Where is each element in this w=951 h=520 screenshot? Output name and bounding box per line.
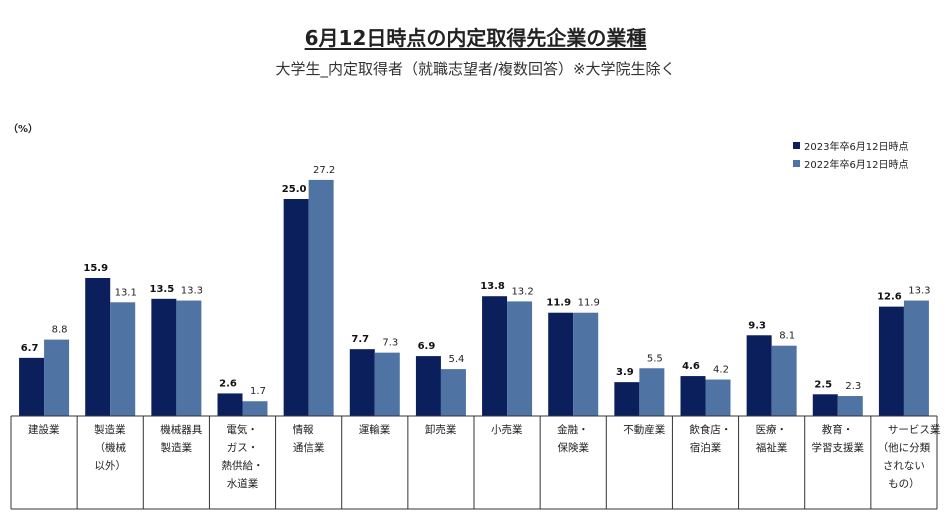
- legend: 2023年卒6月12日時点 2022年卒6月12日時点: [793, 136, 909, 172]
- category-label-8-0: 金融・: [557, 423, 589, 436]
- data-label-2023-6: 6.9: [418, 341, 436, 352]
- data-label-2023-12: 2.5: [814, 379, 832, 390]
- bar-2022-5: [374, 352, 400, 416]
- category-label-10-0: 飲食店・: [689, 423, 731, 436]
- bar-2022-12: [837, 396, 863, 416]
- category-label-3-0: 電気・: [226, 423, 258, 436]
- data-label-2022-1: 13.1: [115, 287, 137, 298]
- category-label-5-0: 運輸業: [359, 423, 391, 436]
- bar-2023-11: [746, 335, 772, 416]
- category-label-13-2: されない: [883, 460, 925, 472]
- category-label-7-0: 小売業: [491, 423, 523, 436]
- data-label-2022-3: 1.7: [250, 386, 266, 397]
- bar-2022-3: [242, 401, 268, 416]
- bar-2023-9: [614, 382, 640, 416]
- data-label-2023-2: 13.5: [150, 284, 175, 295]
- bar-2023-1: [85, 277, 111, 416]
- category-label-9-0: 不動産業: [623, 423, 665, 436]
- legend-swatch-2023: [793, 141, 800, 149]
- category-label-2-1: 製造業: [161, 441, 193, 454]
- category-label-11-0: 医療・: [756, 423, 788, 436]
- bar-2023-10: [680, 376, 706, 416]
- data-label-2022-4: 27.2: [313, 165, 335, 176]
- category-label-0-0: 建設業: [28, 423, 60, 436]
- data-label-2022-12: 2.3: [845, 381, 861, 392]
- category-label-4-1: 通信業: [293, 441, 325, 454]
- data-label-2022-0: 8.8: [52, 325, 68, 336]
- data-label-2023-3: 2.6: [219, 378, 237, 389]
- category-label-2-0: 機械器具: [160, 423, 202, 436]
- bar-2022-9: [639, 368, 665, 416]
- data-label-2023-8: 11.9: [546, 298, 571, 309]
- data-label-2022-7: 13.2: [511, 286, 533, 297]
- data-label-2022-6: 5.4: [448, 354, 464, 365]
- bar-2023-3: [217, 393, 243, 416]
- bar-2023-8: [548, 312, 574, 416]
- bar-2023-0: [19, 357, 45, 416]
- category-label-3-3: 水道業: [227, 477, 259, 490]
- data-label-2023-10: 4.6: [682, 361, 700, 372]
- data-label-2023-0: 6.7: [21, 343, 39, 354]
- data-label-2023-7: 13.8: [480, 281, 505, 292]
- legend-label-2023: 2023年卒6月12日時点: [804, 141, 909, 153]
- bar-2023-2: [151, 298, 177, 416]
- legend-item-2022: 2022年卒6月12日時点: [793, 154, 909, 172]
- data-label-2022-11: 8.1: [779, 331, 795, 342]
- bar-2023-5: [349, 349, 375, 416]
- data-label-2023-9: 3.9: [616, 367, 634, 378]
- chart-subtitle: 大学生_内定取得者（就職志望者/複数回答）※大学院生除く: [275, 60, 676, 78]
- category-label-13-3: もの）: [888, 478, 920, 490]
- data-label-2023-11: 9.3: [748, 320, 766, 331]
- data-label-2023-5: 7.7: [351, 334, 369, 345]
- legend-item-2023: 2023年卒6月12日時点: [793, 136, 909, 154]
- bar-2023-4: [283, 199, 309, 416]
- data-label-2022-2: 13.3: [181, 286, 203, 297]
- bar-2023-7: [482, 296, 508, 416]
- bar-2022-2: [176, 300, 202, 416]
- data-label-2022-5: 7.3: [382, 338, 398, 349]
- category-label-13-0: サービス業: [888, 423, 941, 436]
- data-label-2023-13: 12.6: [877, 292, 902, 303]
- data-label-2023-4: 25.0: [282, 184, 307, 195]
- data-label-2022-8: 11.9: [578, 298, 600, 309]
- data-label-2022-13: 13.3: [908, 286, 930, 297]
- data-label-2022-10: 4.2: [713, 365, 729, 376]
- bar-2022-1: [110, 302, 136, 416]
- bar-2022-8: [573, 312, 599, 416]
- category-label-12-1: 学習支援業: [812, 441, 865, 454]
- bar-2022-0: [44, 339, 70, 416]
- chart-title: 6月12日時点の内定取得先企業の業種: [0, 22, 951, 51]
- category-label-8-1: 保険業: [557, 441, 589, 454]
- bar-2023-6: [415, 356, 441, 416]
- data-label-2022-9: 5.5: [647, 353, 663, 364]
- category-label-12-0: 教育・: [822, 423, 854, 436]
- category-label-1-1: （機械: [94, 441, 126, 454]
- category-label-4-0: 情報: [293, 423, 314, 436]
- bar-2022-11: [771, 345, 797, 416]
- legend-swatch-2022: [793, 159, 800, 167]
- y-axis-unit: （%）: [8, 124, 39, 135]
- category-label-1-0: 製造業: [94, 423, 126, 436]
- data-label-2023-1: 15.9: [83, 263, 108, 274]
- legend-label-2022: 2022年卒6月12日時点: [804, 159, 909, 171]
- category-label-6-0: 卸売業: [425, 423, 457, 436]
- bar-2023-12: [812, 394, 838, 416]
- category-label-3-2: 熱供給・: [222, 459, 264, 472]
- chart-title-text: 6月12日時点の内定取得先企業の業種: [304, 26, 647, 50]
- category-label-1-2: 以外）: [94, 460, 126, 472]
- bar-2022-13: [903, 300, 929, 416]
- category-label-13-1: （他に分類: [878, 441, 931, 454]
- category-label-11-1: 福祉業: [756, 441, 788, 454]
- bar-2022-6: [440, 369, 466, 416]
- bar-2023-13: [878, 306, 904, 416]
- bar-2022-7: [507, 301, 533, 416]
- category-label-3-1: ガス・: [227, 442, 259, 454]
- bar-2022-10: [705, 379, 731, 416]
- category-label-10-1: 宿泊業: [690, 441, 722, 454]
- bar-2022-4: [308, 179, 334, 416]
